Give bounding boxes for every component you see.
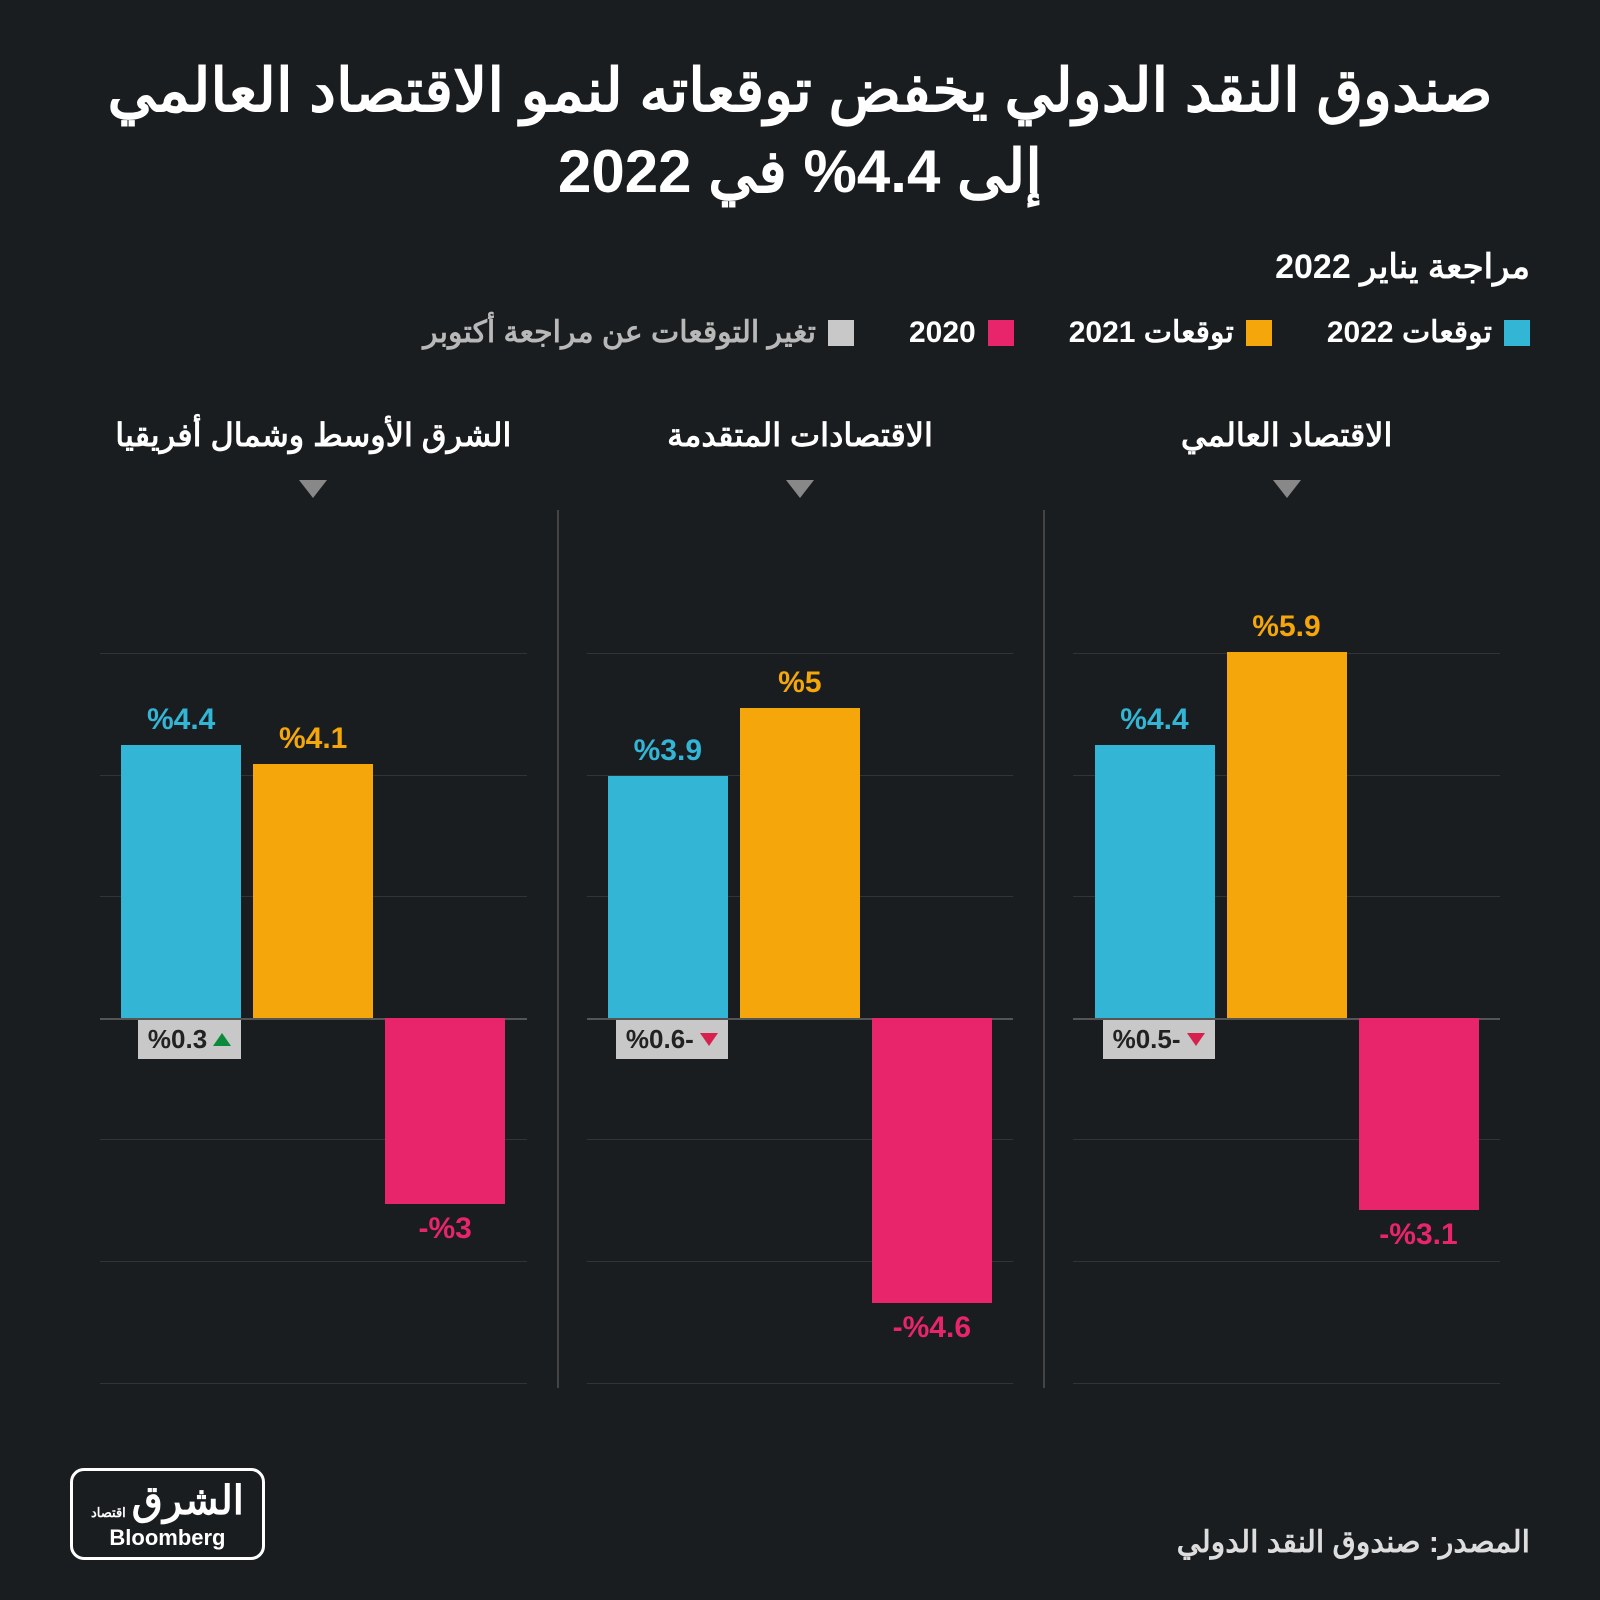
- bar-label: %3.9: [598, 734, 738, 768]
- chart-group: الاقتصادات المتقدمة%4.6-%5%3.9%0.6-: [557, 390, 1044, 1448]
- bar-label: %3-: [375, 1212, 515, 1246]
- change-badge: %0.3: [138, 1020, 241, 1059]
- legend-label: توقعات 2022: [1327, 315, 1492, 350]
- subtitle: مراجعة يناير 2022: [70, 247, 1530, 287]
- chart-group: الاقتصاد العالمي%3.1-%5.9%4.4%0.5-: [1043, 390, 1530, 1448]
- source-text: المصدر: صندوق النقد الدولي: [1177, 1525, 1530, 1560]
- footer: المصدر: صندوق النقد الدولي الشرق اقتصاد …: [70, 1468, 1530, 1560]
- gridline: [587, 1383, 1014, 1384]
- arrow-down-icon: [299, 480, 327, 498]
- change-badge: %0.5-: [1103, 1020, 1215, 1059]
- bar: %3-: [385, 1018, 505, 1204]
- legend-item-2022: توقعات 2022: [1327, 315, 1530, 350]
- legend-label: 2020: [909, 316, 976, 350]
- bars-wrap: %3.1-%5.9%4.4%0.5-: [1043, 513, 1530, 1448]
- triangle-down-icon: [700, 1033, 718, 1046]
- change-value: %0.3: [148, 1024, 207, 1055]
- legend: توقعات 2022 توقعات 2021 2020 تغير التوقع…: [70, 315, 1530, 350]
- bar: %4.4: [121, 745, 241, 1018]
- bar-label: %4.4: [111, 703, 251, 737]
- bar: %3.9: [608, 776, 728, 1018]
- bar: %5.9: [1227, 652, 1347, 1018]
- triangle-down-icon: [1187, 1033, 1205, 1046]
- legend-label: تغير التوقعات عن مراجعة أكتوبر: [423, 315, 816, 350]
- bar-label: %4.1: [243, 722, 383, 756]
- triangle-up-icon: [213, 1033, 231, 1046]
- gridline: [1073, 1261, 1500, 1262]
- gridline: [100, 1383, 527, 1384]
- bar-label: %3.1-: [1349, 1218, 1489, 1252]
- logo-top: الشرق: [132, 1481, 244, 1521]
- bar-label: %4.4: [1085, 703, 1225, 737]
- group-header: الشرق الأوسط وشمال أفريقيا: [115, 390, 511, 480]
- group-header: الاقتصادات المتقدمة: [667, 390, 933, 480]
- group-header: الاقتصاد العالمي: [1181, 390, 1392, 480]
- bar: %4.4: [1095, 745, 1215, 1018]
- legend-swatch-2020: [988, 320, 1014, 346]
- chart: الاقتصاد العالمي%3.1-%5.9%4.4%0.5-الاقتص…: [70, 390, 1530, 1448]
- bar: %4.6-: [872, 1018, 992, 1303]
- bar: %4.1: [253, 764, 373, 1018]
- gridline: [100, 1261, 527, 1262]
- bar: %3.1-: [1359, 1018, 1479, 1210]
- legend-item-2020: 2020: [909, 316, 1014, 350]
- page-title: صندوق النقد الدولي يخفض توقعاته لنمو الا…: [70, 50, 1530, 212]
- logo-bottom: Bloomberg: [91, 1525, 244, 1551]
- change-badge: %0.6-: [616, 1020, 728, 1059]
- gridline: [100, 653, 527, 654]
- legend-swatch-change: [828, 320, 854, 346]
- arrow-down-icon: [1273, 480, 1301, 498]
- change-value: %0.5-: [1113, 1024, 1181, 1055]
- legend-label: توقعات 2021: [1069, 315, 1234, 350]
- bar-label: %5: [730, 666, 870, 700]
- bars-wrap: %4.6-%5%3.9%0.6-: [557, 513, 1044, 1448]
- gridline: [1073, 1383, 1500, 1384]
- chart-group: الشرق الأوسط وشمال أفريقيا%3-%4.1%4.4%0.…: [70, 390, 557, 1448]
- legend-swatch-2021: [1246, 320, 1272, 346]
- legend-item-2021: توقعات 2021: [1069, 315, 1272, 350]
- change-value: %0.6-: [626, 1024, 694, 1055]
- bars-wrap: %3-%4.1%4.4%0.3: [70, 513, 557, 1448]
- brand-logo: الشرق اقتصاد Bloomberg: [70, 1468, 265, 1560]
- bar: %5: [740, 708, 860, 1018]
- legend-swatch-2022: [1504, 320, 1530, 346]
- bar-label: %5.9: [1217, 610, 1357, 644]
- gridline: [587, 653, 1014, 654]
- arrow-down-icon: [786, 480, 814, 498]
- bar-label: %4.6-: [862, 1311, 1002, 1345]
- logo-small: اقتصاد: [91, 1505, 126, 1521]
- legend-item-change: تغير التوقعات عن مراجعة أكتوبر: [423, 315, 854, 350]
